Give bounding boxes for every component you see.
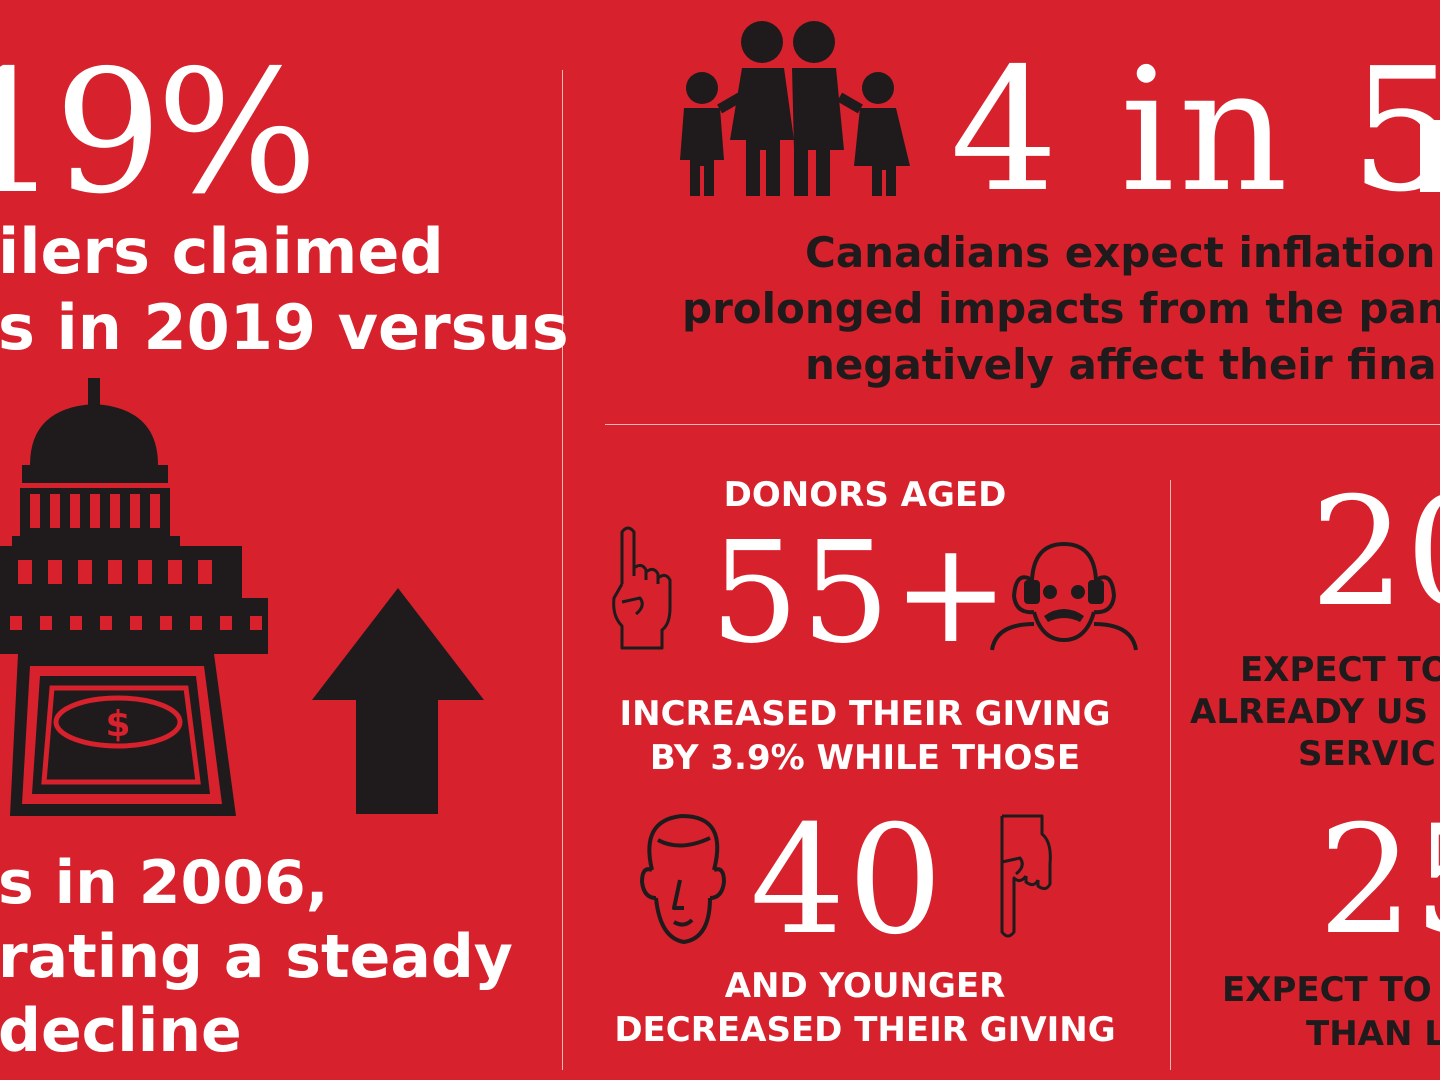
left-bottom-line3: decline xyxy=(0,996,242,1066)
stat-19-percent: 19% xyxy=(0,34,318,232)
far-right-text2-line1: EXPECT TO xyxy=(1222,970,1432,1010)
government-building-icon: $ xyxy=(0,378,268,816)
family-icon xyxy=(680,21,910,196)
stat-20: 20 xyxy=(1310,466,1440,640)
far-right-text1-line3: SERVIC xyxy=(1298,734,1436,774)
stat-4-in-5-trailing xyxy=(1420,120,1440,192)
stat-4-in-5: 4 in 5 xyxy=(950,32,1440,230)
donors-mid-line2: BY 3.9% WHILE THOSE xyxy=(649,738,1081,778)
top-right-text-line1: Canadians expect inflation xyxy=(805,228,1436,277)
top-right-text-line3: negatively affect their finan xyxy=(805,340,1440,389)
divider-top-right xyxy=(605,424,1440,425)
elderly-man-icon xyxy=(990,542,1138,651)
stat-40: 40 xyxy=(750,794,945,968)
donors-heading: DONORS AGED xyxy=(723,475,1007,515)
donors-mid-line1: INCREASED THEIR GIVING xyxy=(619,694,1111,734)
left-text-line1: ilers claimed xyxy=(0,215,444,288)
top-right-text-line2: prolonged impacts from the pan xyxy=(682,284,1440,333)
svg-text:$: $ xyxy=(105,704,130,745)
stat-25: 25 xyxy=(1318,794,1440,968)
far-right-text1-line2: ALREADY US xyxy=(1190,692,1428,732)
young-man-icon xyxy=(640,814,726,944)
donors-bottom-line2: DECREASED THEIR GIVING xyxy=(614,1010,1116,1050)
far-right-text2-line2: THAN L xyxy=(1306,1014,1440,1054)
far-right-text1-line1: EXPECT TO xyxy=(1240,650,1440,690)
left-bottom-line2: rating a steady xyxy=(0,922,513,992)
arrow-up-icon xyxy=(312,588,484,814)
left-bottom-line1: s in 2006, xyxy=(0,848,329,918)
stat-55-plus: 55+ xyxy=(710,512,1012,675)
divider-right xyxy=(1170,480,1171,1070)
left-text-line2: s in 2019 versus xyxy=(0,291,569,364)
finger-pointing-down-icon xyxy=(1000,814,1052,938)
divider-left xyxy=(562,70,563,1070)
donors-bottom-line1: AND YOUNGER xyxy=(724,966,1006,1006)
finger-pointing-up-icon xyxy=(612,526,672,650)
